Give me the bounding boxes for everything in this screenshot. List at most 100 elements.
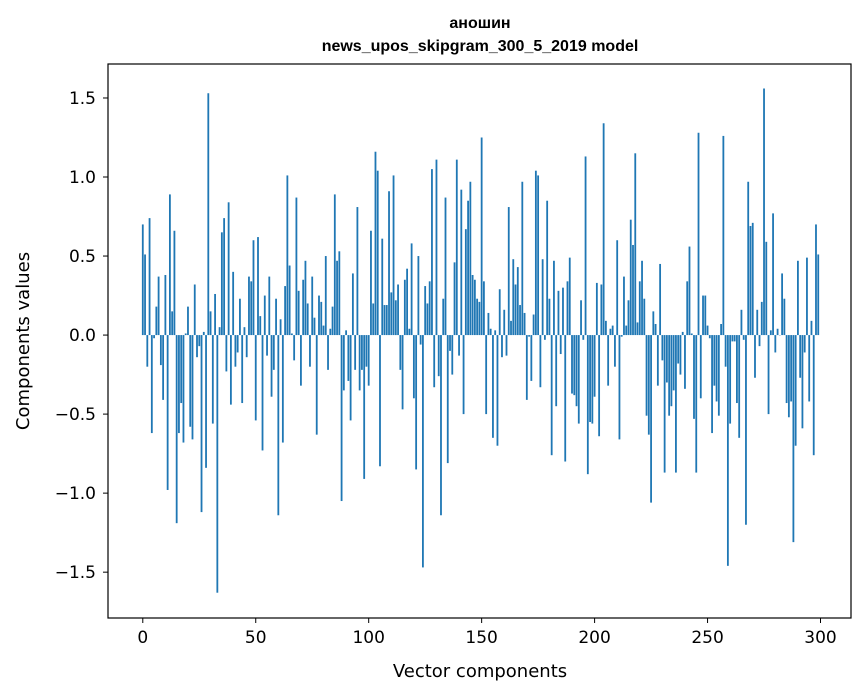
bar-component-253 — [713, 335, 716, 386]
bar-component-197 — [586, 335, 589, 475]
bar-component-163 — [510, 320, 512, 336]
bar-component-62 — [281, 335, 284, 443]
bar-component-189 — [568, 257, 571, 336]
y-tick-label: −1.0 — [55, 484, 96, 504]
bar-component-59 — [275, 298, 277, 336]
bar-component-39 — [229, 335, 232, 405]
bar-component-76 — [313, 317, 316, 336]
bar-component-256 — [720, 324, 723, 336]
bar-component-232 — [665, 335, 668, 383]
bar-component-274 — [760, 301, 763, 336]
bar-component-222 — [643, 298, 646, 336]
bar-component-298 — [815, 224, 817, 336]
bar-component-56 — [268, 276, 271, 336]
bar-component-122 — [417, 256, 420, 336]
bar-component-113 — [397, 284, 399, 336]
bar-component-259 — [726, 335, 729, 566]
x-tick-label: 300 — [804, 628, 836, 648]
bar-component-110 — [390, 292, 393, 336]
bar-component-248 — [702, 295, 704, 336]
bar-component-4 — [150, 335, 153, 434]
bar-component-250 — [706, 325, 709, 336]
bar-component-151 — [483, 281, 485, 336]
bar-component-16 — [178, 335, 180, 434]
bar-component-208 — [611, 325, 614, 336]
bar-component-233 — [668, 335, 671, 416]
bar-component-173 — [532, 314, 535, 336]
bar-component-19 — [184, 333, 187, 336]
bar-component-160 — [503, 309, 506, 336]
bar-component-82 — [327, 335, 329, 370]
bar-component-116 — [403, 279, 406, 336]
bar-component-221 — [641, 260, 643, 336]
bar-component-107 — [383, 305, 386, 336]
bar-component-175 — [537, 175, 540, 336]
bar-component-8 — [159, 335, 162, 366]
y-tick-label: −1.5 — [55, 563, 96, 583]
bar-component-23 — [193, 284, 196, 336]
bar-component-263 — [736, 335, 738, 404]
bar-component-86 — [336, 260, 338, 336]
bar-component-125 — [424, 286, 427, 336]
x-axis-label: Vector components — [393, 661, 567, 682]
bar-component-61 — [279, 319, 282, 336]
bar-component-75 — [311, 276, 314, 336]
bar-component-164 — [512, 259, 515, 336]
bar-component-275 — [763, 88, 765, 336]
bar-component-94 — [354, 335, 357, 370]
bar-component-37 — [225, 335, 228, 372]
bar-component-31 — [211, 335, 214, 424]
bar-component-121 — [415, 335, 418, 470]
bar-component-46 — [245, 335, 248, 358]
bar-component-127 — [428, 281, 431, 336]
bar-component-234 — [670, 335, 673, 407]
bar-component-32 — [214, 293, 216, 336]
bar-component-210 — [616, 240, 619, 336]
bar-component-50 — [254, 335, 257, 421]
bar-component-124 — [422, 335, 424, 568]
bar-component-129 — [433, 335, 436, 388]
bar-component-201 — [595, 282, 598, 336]
bar-component-48 — [250, 281, 253, 336]
bar-component-28 — [205, 335, 207, 468]
bar-component-112 — [394, 300, 397, 336]
bar-component-276 — [765, 241, 768, 336]
bar-component-33 — [216, 335, 219, 593]
bar-component-182 — [553, 260, 555, 336]
bar-component-202 — [598, 335, 601, 437]
bar-component-207 — [609, 328, 612, 336]
bar-component-10 — [164, 275, 167, 336]
bar-component-165 — [514, 284, 517, 336]
bar-component-96 — [358, 335, 361, 391]
bar-component-21 — [189, 335, 192, 427]
bar-component-286 — [787, 335, 790, 418]
bar-component-154 — [489, 328, 492, 336]
bar-component-145 — [469, 181, 472, 336]
bar-component-240 — [684, 335, 686, 389]
bar-component-35 — [220, 232, 223, 336]
bar-component-289 — [794, 335, 797, 446]
bar-component-38 — [227, 202, 230, 336]
x-tick-label: 50 — [245, 628, 267, 648]
bar-component-65 — [288, 265, 291, 336]
bar-component-64 — [286, 175, 289, 336]
bar-component-215 — [627, 300, 630, 336]
bar-component-284 — [783, 298, 786, 336]
bar-component-279 — [772, 213, 774, 336]
bar-component-167 — [519, 305, 521, 336]
y-axis-label: Components values — [13, 252, 34, 430]
bar-component-98 — [363, 335, 366, 479]
bar-component-79 — [320, 301, 323, 336]
bar-component-95 — [356, 207, 359, 336]
bar-component-171 — [528, 335, 530, 337]
bar-component-13 — [171, 311, 174, 336]
bar-component-20 — [187, 306, 189, 336]
bar-component-45 — [243, 327, 246, 336]
bar-component-29 — [207, 93, 210, 336]
bar-component-43 — [239, 298, 241, 336]
plot-area-frame — [107, 63, 852, 619]
bar-component-262 — [733, 335, 736, 342]
bar-component-238 — [679, 335, 682, 375]
bar-component-157 — [496, 335, 499, 446]
bar-component-44 — [241, 335, 244, 404]
